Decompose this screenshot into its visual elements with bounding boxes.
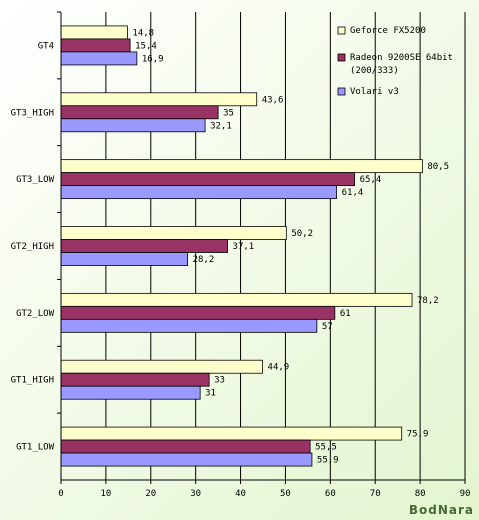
bar (60, 105, 219, 120)
x-tick-label: 20 (145, 489, 156, 499)
data-label: 28,2 (193, 255, 215, 265)
data-label: 16,9 (142, 54, 164, 64)
category-label: GT1_LOW (16, 443, 55, 453)
axes: 0 10 20 30 40 50 60 70 80 90 GT4 GT3_HIGH GT3_LOW GT2… (11, 11, 471, 499)
data-label: 61,4 (342, 188, 364, 198)
data-label: 15,4 (135, 41, 157, 51)
data-label: 75,9 (407, 430, 429, 440)
legend-swatch (337, 87, 346, 96)
category-label: GT2_HIGH (11, 242, 54, 252)
legend-label: (200/333) (350, 66, 399, 76)
watermark: BodNara (409, 503, 474, 517)
bar (60, 172, 355, 187)
data-label: 55,5 (315, 443, 337, 453)
bar (60, 385, 201, 400)
data-label: 55,9 (317, 456, 339, 466)
category-label: GT3_HIGH (11, 108, 54, 118)
legend-swatch (337, 26, 346, 35)
bar (60, 372, 210, 387)
data-label: 61 (340, 309, 351, 319)
bar (60, 38, 131, 53)
bar (60, 452, 313, 467)
bar (60, 292, 413, 307)
category-label: GT4 (38, 41, 54, 51)
data-label: 14,8 (132, 28, 154, 38)
x-tick-label: 10 (100, 489, 111, 499)
bar (60, 159, 423, 174)
legend-label: Geforce FX5200 (350, 26, 426, 36)
legend-label: Radeon 9200SE 64bit (350, 53, 453, 63)
x-tick-label: 70 (370, 489, 381, 499)
bar (60, 239, 228, 253)
bar (60, 92, 258, 107)
bar (60, 226, 287, 240)
category-label: GT1_HIGH (11, 376, 54, 386)
x-tick-label: 30 (190, 489, 201, 499)
data-label: 31 (205, 389, 216, 399)
data-label: 57 (322, 322, 333, 332)
x-tick-label: 0 (58, 489, 63, 499)
bar (60, 426, 403, 441)
data-label: 35 (223, 108, 234, 118)
data-label: 43,6 (262, 95, 284, 105)
data-label: 37,1 (233, 242, 255, 252)
x-tick-label: 60 (325, 489, 336, 499)
data-label: 65,4 (360, 175, 382, 185)
bar (60, 51, 138, 66)
bar (60, 25, 128, 40)
x-tick-label: 40 (235, 489, 246, 499)
data-label: 32,1 (210, 121, 232, 131)
data-label: 33 (214, 376, 225, 386)
bar (60, 318, 318, 333)
data-label: 80,5 (427, 162, 449, 172)
legend-swatch (337, 53, 346, 62)
bar (60, 305, 336, 320)
x-tick-label: 50 (280, 489, 291, 499)
category-label: GT3_LOW (16, 175, 55, 185)
grid (105, 12, 466, 480)
legend: Geforce FX5200 Radeon 9200SE 64bit (200/33… (337, 26, 453, 97)
x-tick-label: 90 (460, 489, 471, 499)
x-tick-label: 80 (415, 489, 426, 499)
data-label: 78,2 (417, 296, 439, 306)
category-label: GT2_LOW (16, 309, 55, 319)
bar (60, 439, 311, 454)
data-label: 50,2 (291, 229, 313, 239)
legend-label: Volari v3 (350, 87, 399, 97)
bar (60, 118, 206, 133)
bar (60, 359, 263, 374)
bars: 14,8 15,4 16,9 43,6 35 32,1 80,5 65,4 61,4 50,2 37… (60, 25, 449, 467)
data-label: 44,9 (268, 363, 290, 373)
bar (60, 252, 188, 266)
bar (60, 185, 338, 200)
